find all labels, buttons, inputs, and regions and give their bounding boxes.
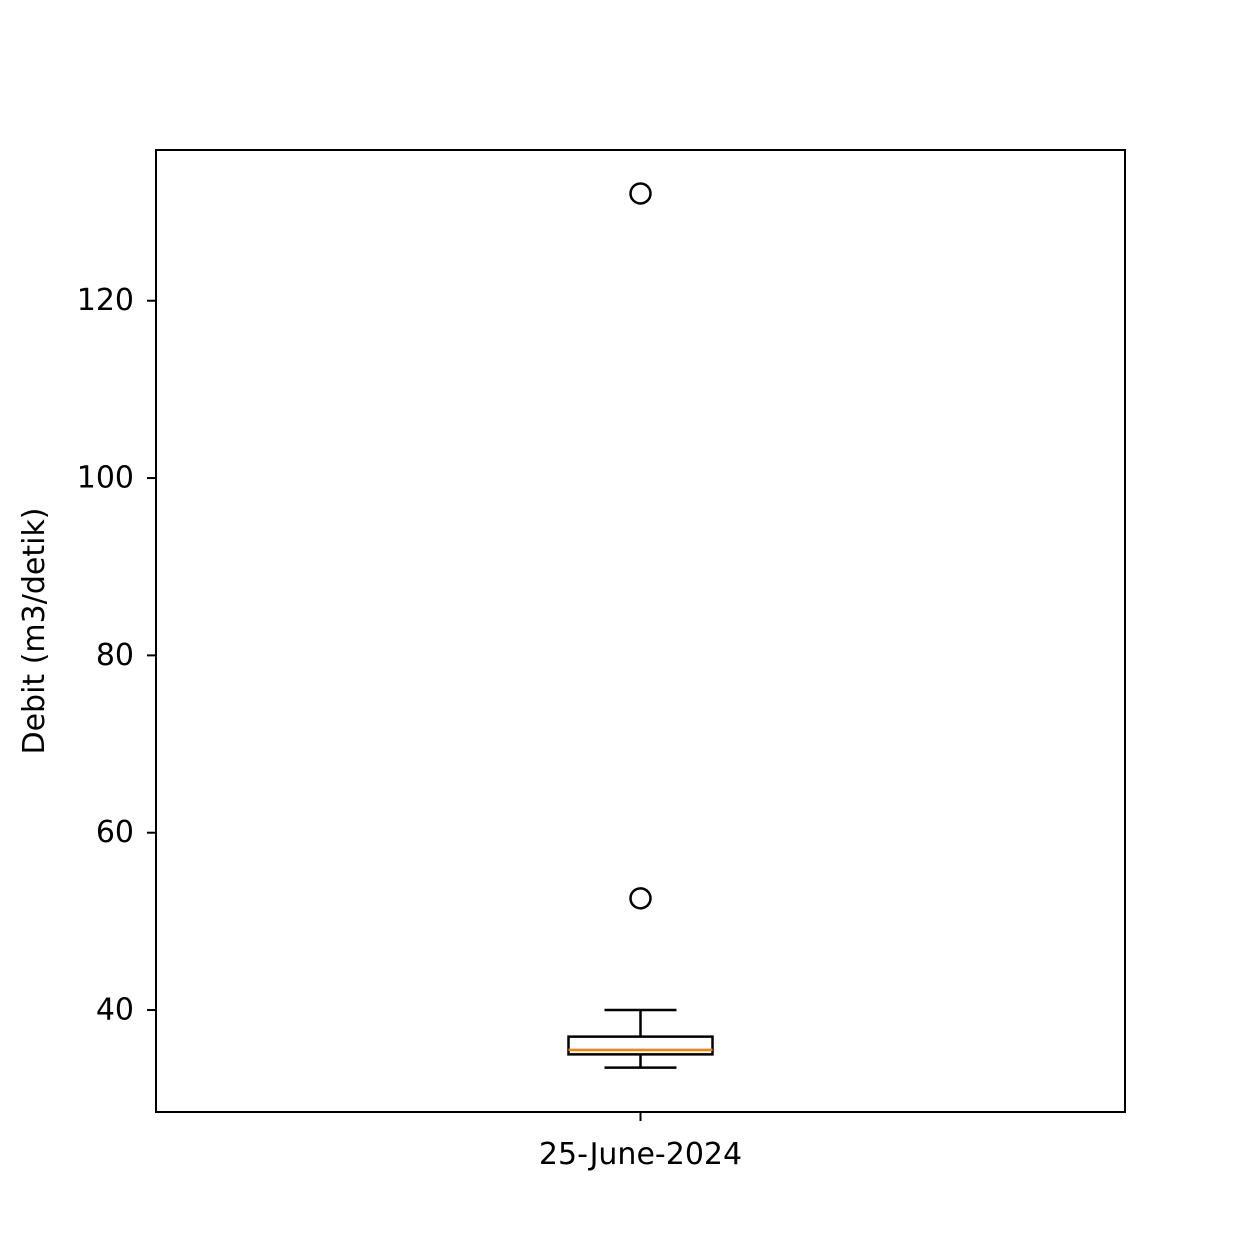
y-tick-label: 100	[77, 461, 134, 496]
y-tick-label: 80	[96, 638, 134, 673]
y-tick-label: 60	[96, 815, 134, 850]
y-tick-label: 120	[77, 283, 134, 318]
y-axis-label: Debit (m3/detik)	[17, 507, 52, 754]
x-tick-label: 25-June-2024	[539, 1137, 742, 1172]
y-tick-label: 40	[96, 993, 134, 1028]
y-axis: 40 60 80 100 120	[77, 283, 156, 1028]
outlier-point	[629, 887, 652, 910]
plot-marks	[567, 182, 714, 1069]
outlier-point	[629, 182, 652, 205]
x-axis: 25-June-2024	[539, 1112, 742, 1172]
box-iqr	[567, 1035, 714, 1056]
plot-frame	[155, 149, 1126, 1113]
